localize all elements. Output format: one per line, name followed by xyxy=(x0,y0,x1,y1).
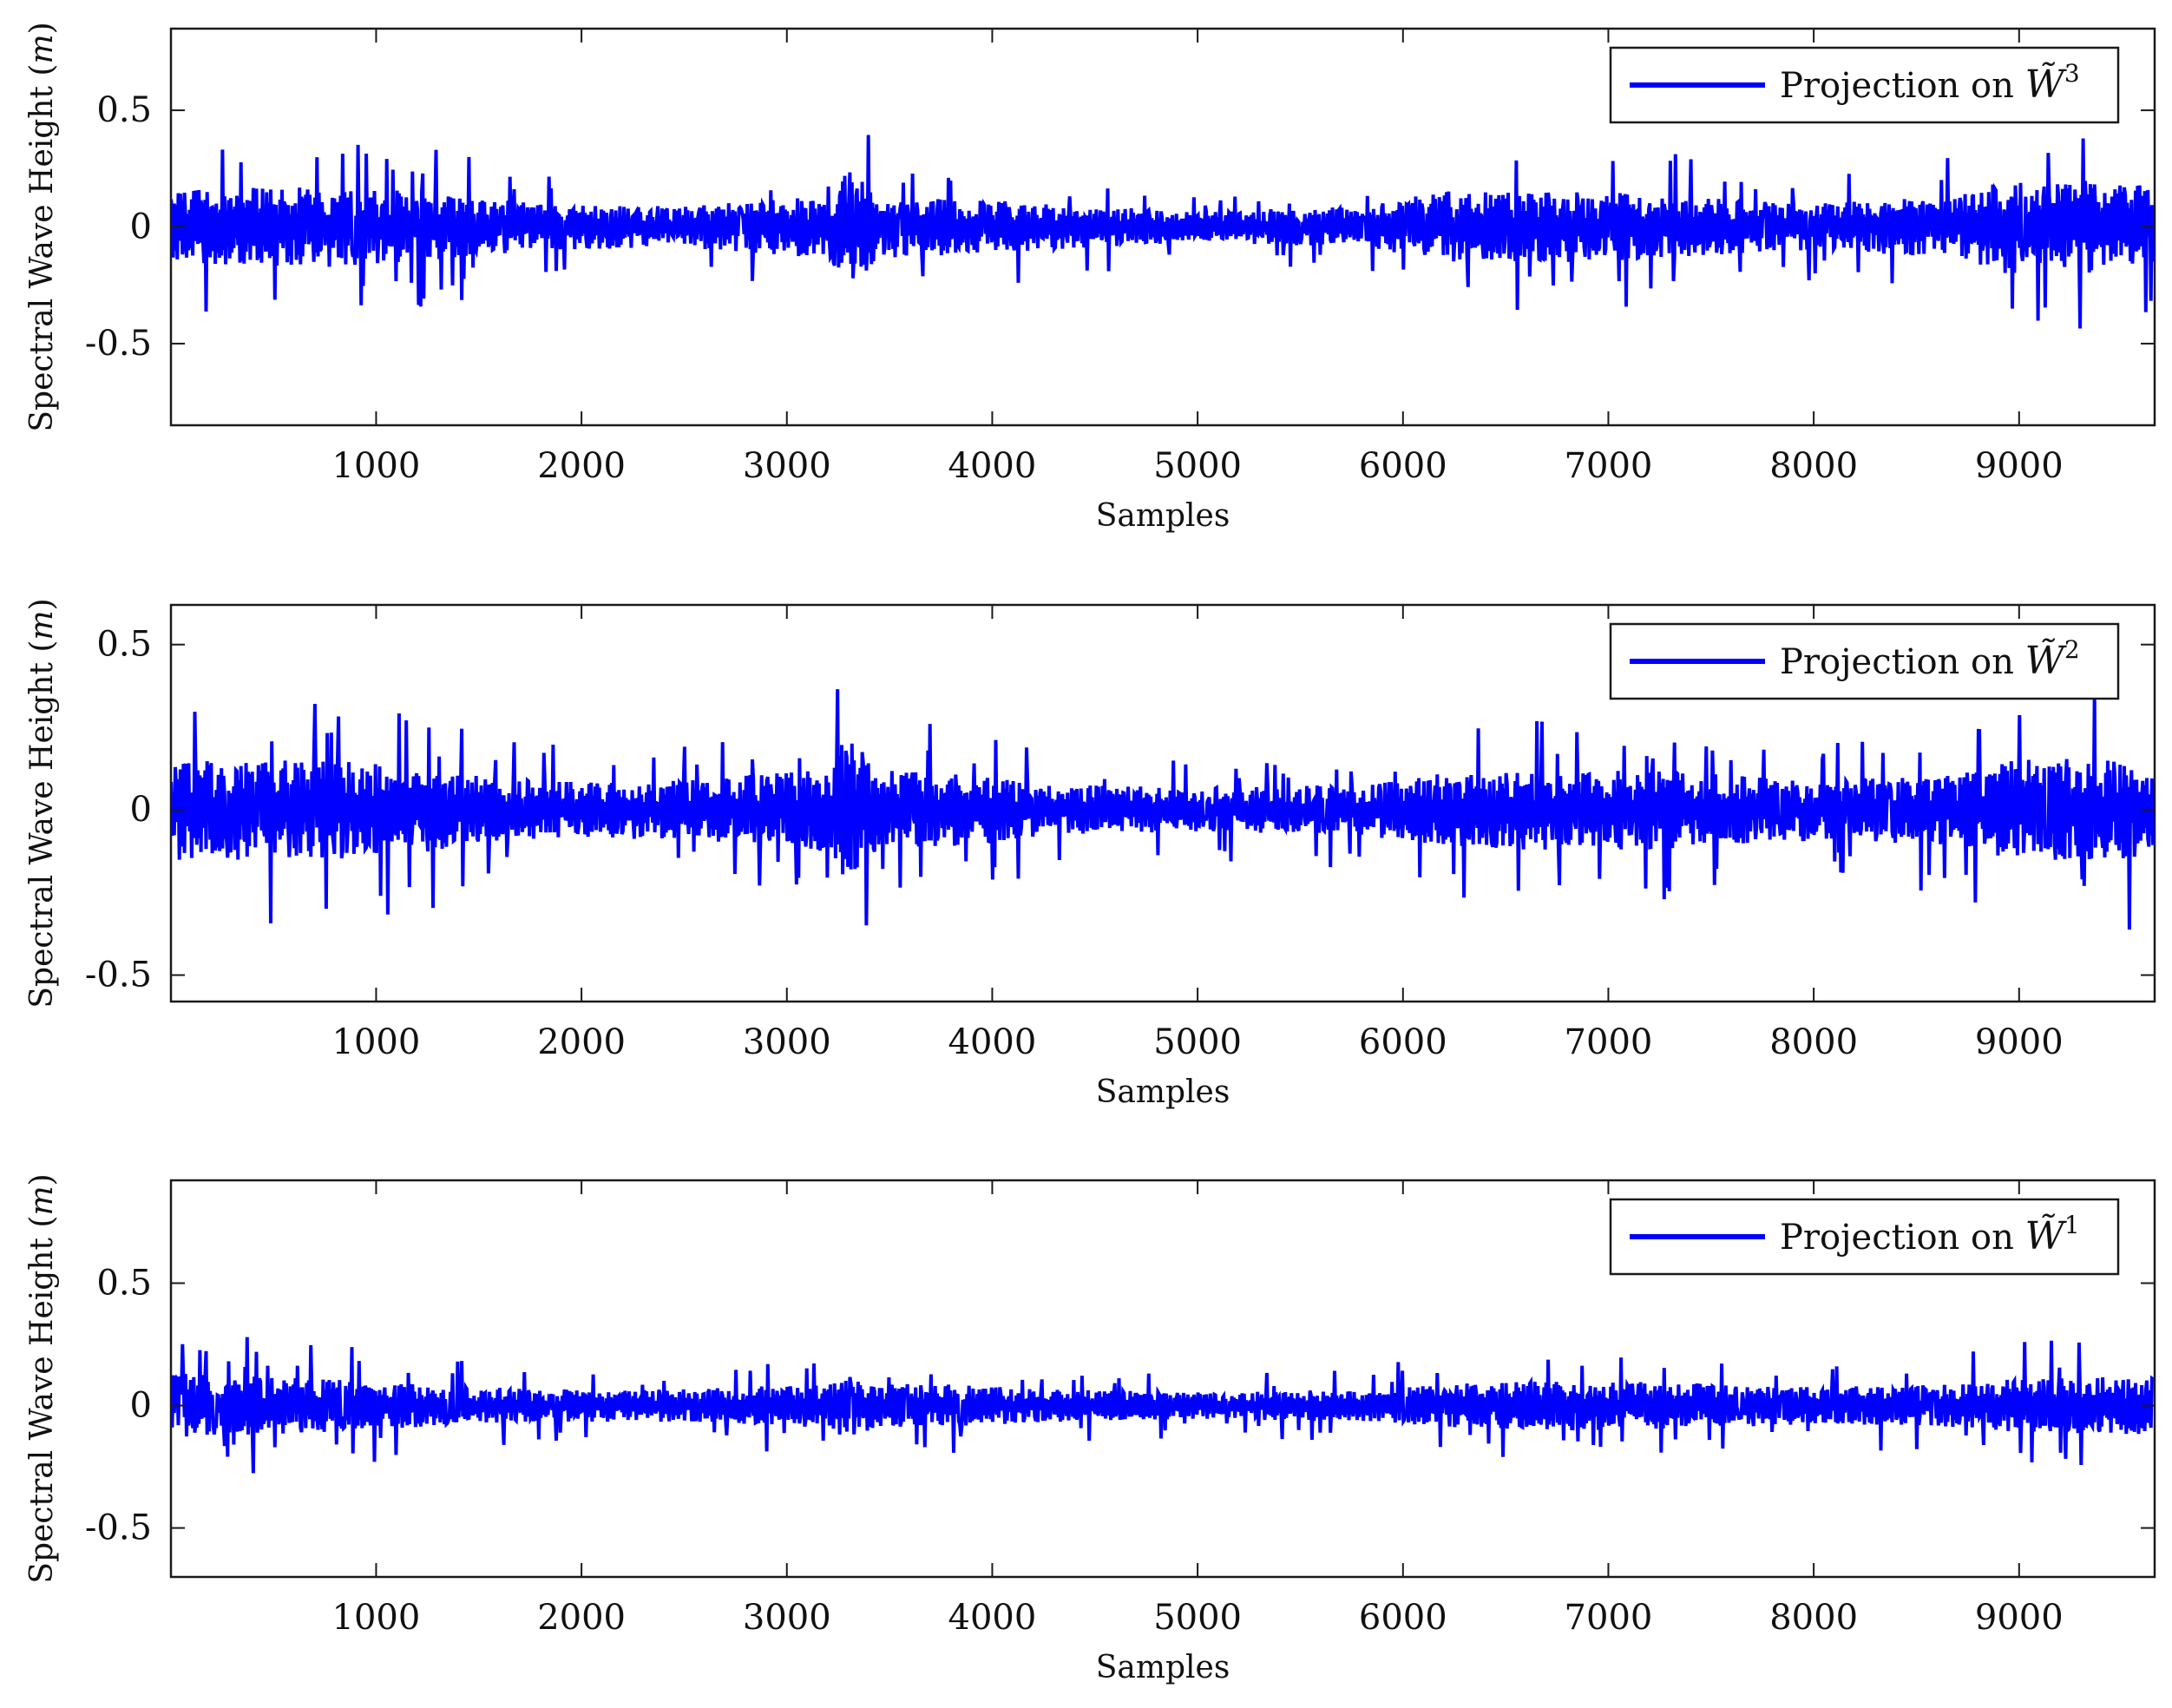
x-tick-label: 4000 xyxy=(948,1022,1037,1062)
legend-label-symbol: W̃ xyxy=(2025,61,2068,107)
legend: Projection on W̃3 xyxy=(1609,46,2120,124)
y-tick-label: 0.5 xyxy=(96,1263,152,1303)
y-tick-label: 0 xyxy=(130,207,152,247)
axes-3: 1000 2000 3000 4000 5000 6000 7000 8000 9000 -0.5… xyxy=(24,1173,2156,1685)
legend: Projection on W̃2 xyxy=(1609,622,2120,700)
y-axis-label: Spectral Wave Height (m) xyxy=(24,1173,60,1583)
y-axis-label-text: Spectral Wave Height ( xyxy=(24,64,60,432)
y-tick-label: -0.5 xyxy=(85,956,152,995)
legend-label: Projection on W̃3 xyxy=(1780,59,2080,107)
legend: Projection on W̃1 xyxy=(1609,1198,2120,1276)
x-tick-label: 9000 xyxy=(1975,1598,2064,1638)
legend-label-base: Projection on xyxy=(1780,1218,2025,1258)
y-tick-label: 0 xyxy=(130,790,152,830)
x-axis-label: Samples xyxy=(1096,1650,1230,1685)
y-tick-label: 0.5 xyxy=(96,625,152,665)
x-tick-label: 9000 xyxy=(1975,1022,2064,1062)
x-tick-label: 3000 xyxy=(743,1022,831,1062)
x-tick-label: 2000 xyxy=(537,1022,626,1062)
y-axis-label-unit: m xyxy=(24,1186,60,1215)
x-tick-label: 8000 xyxy=(1769,446,1858,486)
y-axis-label-unit: m xyxy=(24,610,60,640)
x-tick-label: 6000 xyxy=(1359,1022,1447,1062)
y-tick-label: -0.5 xyxy=(85,324,152,364)
y-axis-label-close: ) xyxy=(24,22,60,34)
x-tick-label: 7000 xyxy=(1565,1598,1653,1638)
x-tick-label: 2000 xyxy=(537,1598,626,1638)
x-tick-label: 3000 xyxy=(743,1598,831,1638)
series-line xyxy=(171,1337,2155,1474)
legend-label-base: Projection on xyxy=(1780,642,2025,682)
y-axis-label-text: Spectral Wave Height ( xyxy=(24,640,60,1008)
x-tick-label: 9000 xyxy=(1975,446,2064,486)
x-tick-label: 5000 xyxy=(1153,1598,1242,1638)
x-tick-label: 4000 xyxy=(948,446,1037,486)
x-axis-label: Samples xyxy=(1096,498,1230,534)
x-tick-label: 1000 xyxy=(332,1598,421,1638)
legend-label-symbol: W̃ xyxy=(2025,637,2068,683)
x-tick-label: 7000 xyxy=(1565,446,1653,486)
y-tick-label: 0.5 xyxy=(96,90,152,130)
axes-1: 1000 2000 3000 4000 5000 6000 7000 8000 9000 -0.5… xyxy=(24,22,2156,534)
x-tick-label: 3000 xyxy=(743,446,831,486)
x-tick-label: 5000 xyxy=(1153,1022,1242,1062)
legend-label: Projection on W̃1 xyxy=(1780,1211,2080,1258)
legend-label-sup: 1 xyxy=(2064,1211,2080,1239)
y-axis-label-close: ) xyxy=(24,1173,60,1186)
y-axis-label: Spectral Wave Height (m) xyxy=(24,22,60,431)
y-axis-label: Spectral Wave Height (m) xyxy=(24,598,60,1008)
x-tick-label: 1000 xyxy=(332,1022,421,1062)
x-tick-label: 5000 xyxy=(1153,446,1242,486)
x-tick-label: 4000 xyxy=(948,1598,1037,1638)
x-tick-label: 6000 xyxy=(1359,1598,1447,1638)
x-axis-label: Samples xyxy=(1096,1074,1230,1110)
y-tick-label: -0.5 xyxy=(85,1508,152,1548)
y-axis-label-close: ) xyxy=(24,598,60,610)
x-tick-label: 8000 xyxy=(1769,1022,1858,1062)
legend-label-sup: 3 xyxy=(2064,59,2080,88)
legend-label: Projection on W̃2 xyxy=(1780,635,2080,683)
series-line xyxy=(171,689,2155,930)
x-tick-label: 7000 xyxy=(1565,1022,1653,1062)
x-tick-label: 6000 xyxy=(1359,446,1447,486)
y-axis-label-text: Spectral Wave Height ( xyxy=(24,1216,60,1584)
series-line xyxy=(171,135,2155,329)
y-tick-label: 0 xyxy=(130,1386,152,1426)
x-tick-label: 1000 xyxy=(332,446,421,486)
legend-label-symbol: W̃ xyxy=(2025,1212,2068,1258)
axes-2: 1000 2000 3000 4000 5000 6000 7000 8000 9000 -0.5… xyxy=(24,598,2156,1110)
x-tick-label: 8000 xyxy=(1769,1598,1858,1638)
y-axis-label-unit: m xyxy=(24,34,60,63)
legend-label-sup: 2 xyxy=(2064,635,2080,664)
legend-label-base: Projection on xyxy=(1780,66,2025,106)
x-tick-label: 2000 xyxy=(537,446,626,486)
